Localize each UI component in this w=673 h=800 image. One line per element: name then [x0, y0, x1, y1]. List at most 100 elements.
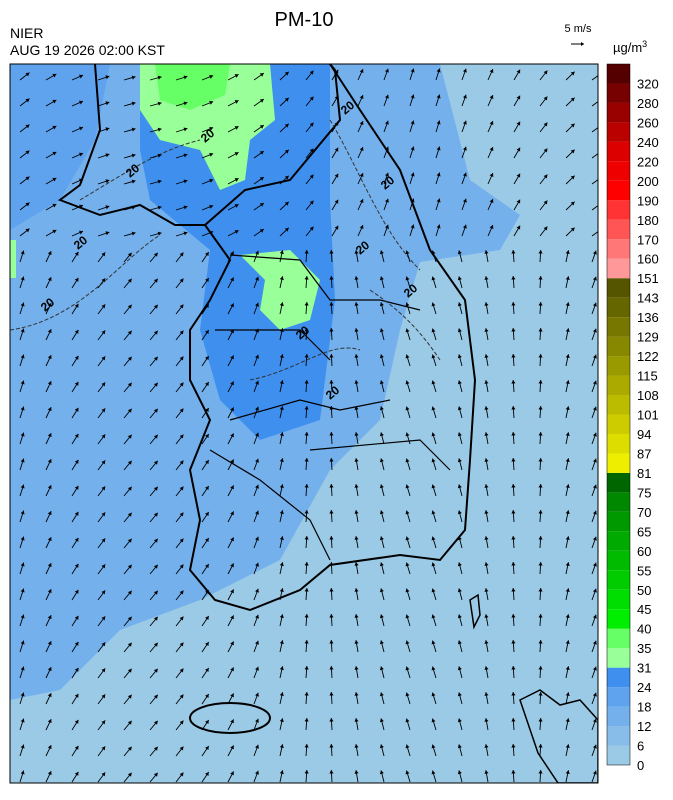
wind-arrowhead	[255, 588, 259, 593]
wind-arrowhead	[255, 302, 259, 307]
wind-arrowhead	[379, 380, 384, 385]
wind-arrowhead	[592, 354, 597, 359]
wind-arrowhead	[279, 770, 284, 775]
wind-arrowhead	[405, 588, 410, 593]
colorbar-segment	[607, 453, 630, 473]
colorbar-segment	[607, 258, 630, 279]
wind-arrowhead	[279, 614, 284, 619]
wind-arrowhead	[20, 536, 25, 541]
wind-arrowhead	[127, 720, 132, 725]
wind-arrowhead	[52, 203, 57, 208]
wind-arrowhead	[511, 770, 516, 774]
wind-arrowhead	[74, 615, 79, 620]
wind-arrowhead	[20, 770, 25, 775]
unit: µg/m3	[613, 39, 647, 55]
wind-arrowhead	[74, 277, 79, 282]
wind-arrowhead	[74, 537, 79, 542]
colorbar: 0 6 12 18 24 31 35 40 45 50 55 60 65 70 75 81 87 94 101 108…	[606, 63, 659, 773]
wind-arrowhead	[354, 276, 359, 280]
wind-arrowhead	[259, 151, 264, 155]
wind-arrowhead	[25, 150, 30, 155]
wind-arrowhead	[74, 251, 79, 256]
wind-arrowhead	[284, 201, 289, 206]
wind-arrowhead	[74, 719, 79, 724]
wind-arrowhead	[47, 537, 52, 542]
colorbar-label: 122	[637, 349, 659, 364]
wind-arrowhead	[230, 589, 234, 594]
wind-arrowhead	[538, 250, 543, 254]
wind-arrowhead	[304, 692, 309, 696]
wind-arrowhead	[127, 746, 132, 751]
wind-arrowhead	[516, 147, 521, 152]
wind-arrowhead	[457, 640, 462, 645]
wind-arrowhead	[74, 381, 79, 386]
wind-arrowhead	[334, 121, 339, 126]
wind-arrowhead	[538, 692, 543, 696]
wind-arrowhead	[484, 666, 489, 670]
wind-arrowhead	[354, 744, 359, 748]
wind-arrowhead	[457, 406, 462, 411]
colorbar-segment	[607, 687, 630, 707]
wind-arrowhead	[379, 354, 384, 359]
wind-arrowhead	[329, 328, 334, 332]
wind-arrowhead	[205, 408, 209, 413]
wind-arrowhead	[436, 146, 441, 151]
wind-arrowhead	[279, 380, 284, 385]
wind-arrowhead	[410, 172, 415, 177]
wind-arrowhead	[565, 432, 570, 437]
wind-arrowhead	[329, 458, 334, 462]
wind-arrowhead	[431, 718, 436, 723]
colorbar-label: 143	[637, 291, 659, 306]
wind-arrowhead	[230, 407, 234, 412]
colorbar-segment	[607, 492, 630, 512]
wind-arrowhead	[405, 562, 410, 567]
colorbar-segment	[607, 589, 630, 610]
colorbar-label: 45	[637, 602, 651, 617]
wind-arrowhead	[410, 68, 415, 73]
wind-arrowhead	[20, 250, 25, 255]
wind-arrowhead	[153, 564, 158, 569]
wind-arrowhead	[592, 588, 597, 593]
wind-arrowhead	[511, 354, 516, 358]
wind-arrowhead	[431, 562, 436, 567]
wind-arrowhead	[255, 640, 259, 645]
wind-arrowhead	[359, 121, 364, 126]
wind-arrowhead	[74, 667, 79, 672]
wind-arrowhead	[230, 667, 234, 672]
wind-arrowhead	[489, 121, 494, 126]
wind-arrowhead	[516, 95, 521, 100]
wind-arrowhead	[47, 719, 52, 724]
wind-arrowhead	[379, 718, 384, 723]
timestamp: AUG 19 2026 02:00 KST	[10, 42, 165, 58]
wind-arrowhead	[565, 510, 570, 515]
wind-arrowhead	[179, 486, 184, 491]
wind-arrowhead	[234, 178, 239, 182]
wind-arrowhead	[179, 304, 184, 309]
wind-arrowhead	[179, 460, 184, 465]
wind-arrowhead	[354, 380, 359, 384]
colorbar-label: 75	[637, 485, 651, 500]
wind-arrowhead	[457, 250, 462, 255]
wind-arrowhead	[431, 536, 436, 541]
wind-arrowhead	[379, 666, 384, 671]
colorbar-segment	[607, 336, 630, 357]
wind-arrowhead	[101, 460, 106, 465]
wind-arrowhead	[153, 460, 158, 465]
colorbar-segment	[607, 511, 630, 532]
wind-arrowhead	[379, 640, 384, 645]
colorbar-label: 12	[637, 719, 651, 734]
wind-arrowhead	[431, 614, 436, 619]
colorbar-segment	[607, 745, 630, 765]
wind-arrowhead	[592, 614, 597, 619]
colorbar-segment	[607, 628, 630, 649]
wind-arrowhead	[329, 692, 334, 696]
wind-arrowhead	[538, 380, 543, 384]
wind-arrowhead	[101, 382, 106, 387]
wind-arrowhead	[25, 228, 30, 233]
wind-arrowhead	[538, 276, 543, 280]
wind-arrowhead	[511, 666, 516, 670]
wind-arrowhead	[379, 510, 384, 515]
colorbar-segment	[607, 102, 630, 123]
unit-base: µg/m	[613, 40, 642, 55]
